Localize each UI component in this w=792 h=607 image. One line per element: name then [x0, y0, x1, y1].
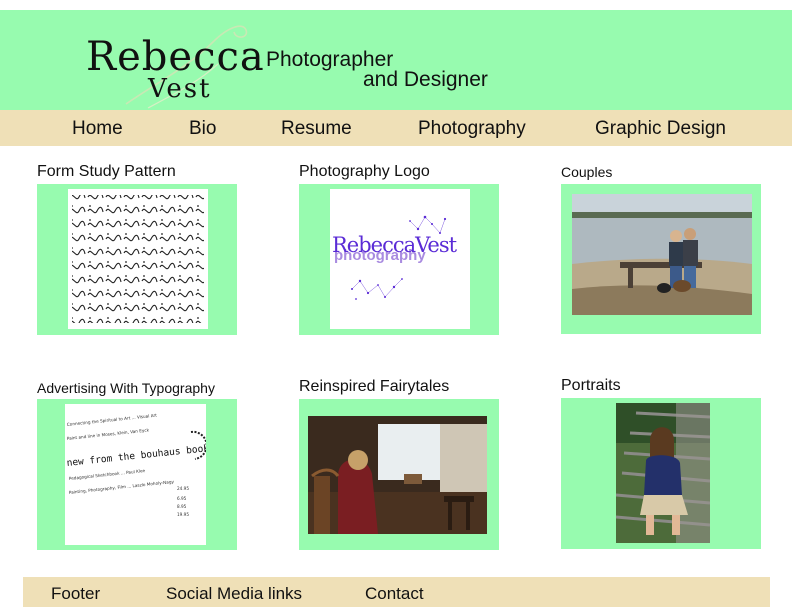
portrait-photo	[616, 403, 710, 543]
tagline-line-2: and Designer	[363, 68, 488, 91]
gallery-title-typography: Advertising With Typography	[37, 380, 215, 396]
gallery-card-typography[interactable]: Connecting the Spiritual to Art ... Visu…	[37, 399, 237, 550]
svg-text:Paint and line in Moses, Klein: Paint and line in Moses, Klein, Van Eyck	[67, 427, 150, 441]
site-footer	[23, 577, 770, 607]
svg-text:Pedagogical Sketchbook ... Pau: Pedagogical Sketchbook ... Paul Klee	[69, 468, 146, 481]
nav-item-photography[interactable]: Photography	[418, 118, 526, 139]
logo-main-text: RebeccaVest	[332, 233, 457, 257]
svg-text:19.95: 19.95	[177, 512, 189, 517]
typography-headline: new from the bouhaus books	[66, 442, 206, 468]
typography-ad-image: Connecting the Spiritual to Art ... Visu…	[65, 404, 206, 545]
gallery-card-couples[interactable]	[561, 184, 761, 334]
gallery-title-photography-logo: Photography Logo	[299, 163, 430, 180]
logo-last-name[interactable]: Vest	[148, 74, 212, 104]
gallery-title-couples: Couples	[561, 164, 613, 180]
gallery-title-fairytales: Reinspired Fairytales	[299, 378, 450, 395]
footer-social-media-links[interactable]: Social Media links	[166, 584, 303, 603]
nav-item-graphic-design[interactable]: Graphic Design	[595, 118, 726, 139]
gallery-card-fairytales[interactable]	[299, 399, 499, 550]
form-study-pattern-image	[68, 189, 208, 329]
svg-text:6.95: 6.95	[177, 496, 187, 501]
gallery-title-portraits: Portraits	[561, 377, 621, 394]
couples-photo	[572, 194, 752, 315]
gallery-card-form-study[interactable]	[37, 184, 237, 335]
gallery-card-photography-logo[interactable]: photography RebeccaVest	[299, 184, 499, 335]
gallery-title-form-study: Form Study Pattern	[37, 163, 176, 180]
svg-text:24.95: 24.95	[177, 486, 189, 491]
nav-item-home[interactable]: Home	[72, 118, 123, 139]
logo-sub-text: photography	[334, 247, 426, 264]
nav-item-resume[interactable]: Resume	[281, 118, 352, 139]
tagline-line-1: Photographer	[266, 48, 394, 71]
main-nav	[0, 110, 792, 146]
nav-item-bio[interactable]: Bio	[189, 118, 217, 139]
gallery-card-portraits[interactable]	[561, 398, 761, 549]
svg-text:Painting, Photography, Film ..: Painting, Photography, Film ... Laszlo M…	[69, 479, 175, 495]
svg-text:8.95: 8.95	[177, 504, 187, 509]
photography-logo-image: photography RebeccaVest	[330, 189, 470, 329]
footer-contact-link[interactable]: Contact	[365, 584, 424, 603]
logo-first-name[interactable]: Rebecca	[86, 34, 265, 80]
fairytale-photo	[308, 416, 487, 534]
svg-text:Connecting the Spiritual to Ar: Connecting the Spiritual to Art ... Visu…	[67, 413, 158, 427]
footer-label: Footer	[51, 584, 101, 603]
logo-swirl-decoration	[125, 25, 248, 109]
site-header: Rebecca Vest Photographer and Designer	[0, 10, 792, 110]
